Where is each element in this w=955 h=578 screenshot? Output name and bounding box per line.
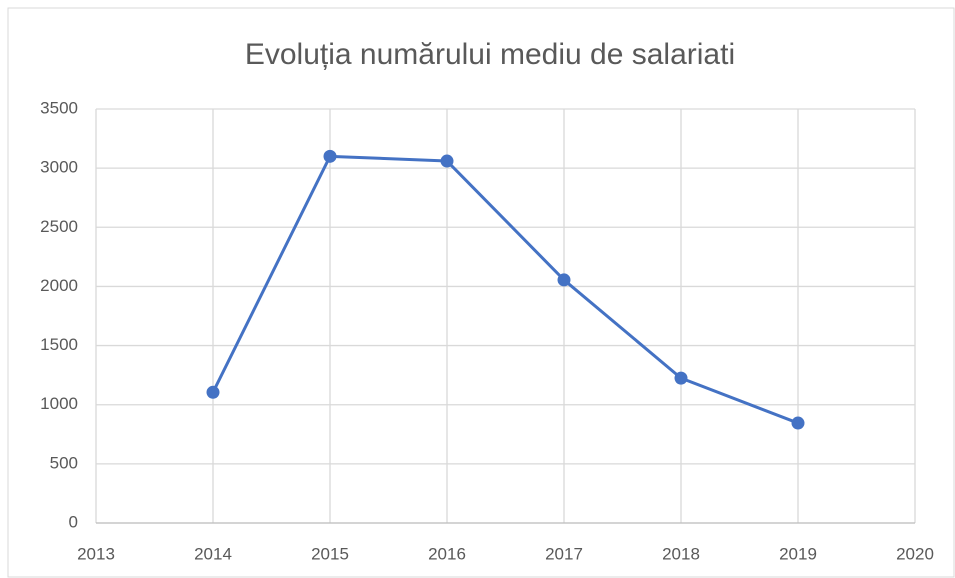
line bbox=[211, 154, 799, 425]
point bbox=[323, 149, 337, 163]
y-tick-label: 1500 bbox=[40, 335, 78, 354]
chart-border bbox=[7, 7, 955, 578]
point bbox=[206, 385, 220, 399]
y-tick-label: 2500 bbox=[40, 217, 78, 236]
y-tick-label: 0 bbox=[69, 512, 78, 531]
x-tick-label: 2015 bbox=[311, 544, 349, 563]
y-tick-label: 2000 bbox=[40, 276, 78, 295]
y-tick-label: 3500 bbox=[40, 98, 78, 117]
x-tick-label: 2013 bbox=[77, 544, 115, 563]
x-tick-label: 2020 bbox=[896, 544, 934, 563]
y-tick-label: 500 bbox=[50, 453, 78, 472]
y-tick-label: 3000 bbox=[40, 158, 78, 177]
point bbox=[440, 154, 454, 168]
x-tick-label: 2016 bbox=[428, 544, 466, 563]
x-tick-label: 2014 bbox=[194, 544, 232, 563]
point bbox=[791, 416, 805, 430]
x-tick-label: 2019 bbox=[779, 544, 817, 563]
x-tick-label: 2018 bbox=[662, 544, 700, 563]
y-tick-label: 1000 bbox=[40, 394, 78, 413]
chart-title: Evoluția numărului mediu de salariati bbox=[245, 38, 735, 71]
x-tick-label: 2017 bbox=[545, 544, 583, 563]
point bbox=[557, 273, 571, 287]
point bbox=[674, 371, 688, 385]
